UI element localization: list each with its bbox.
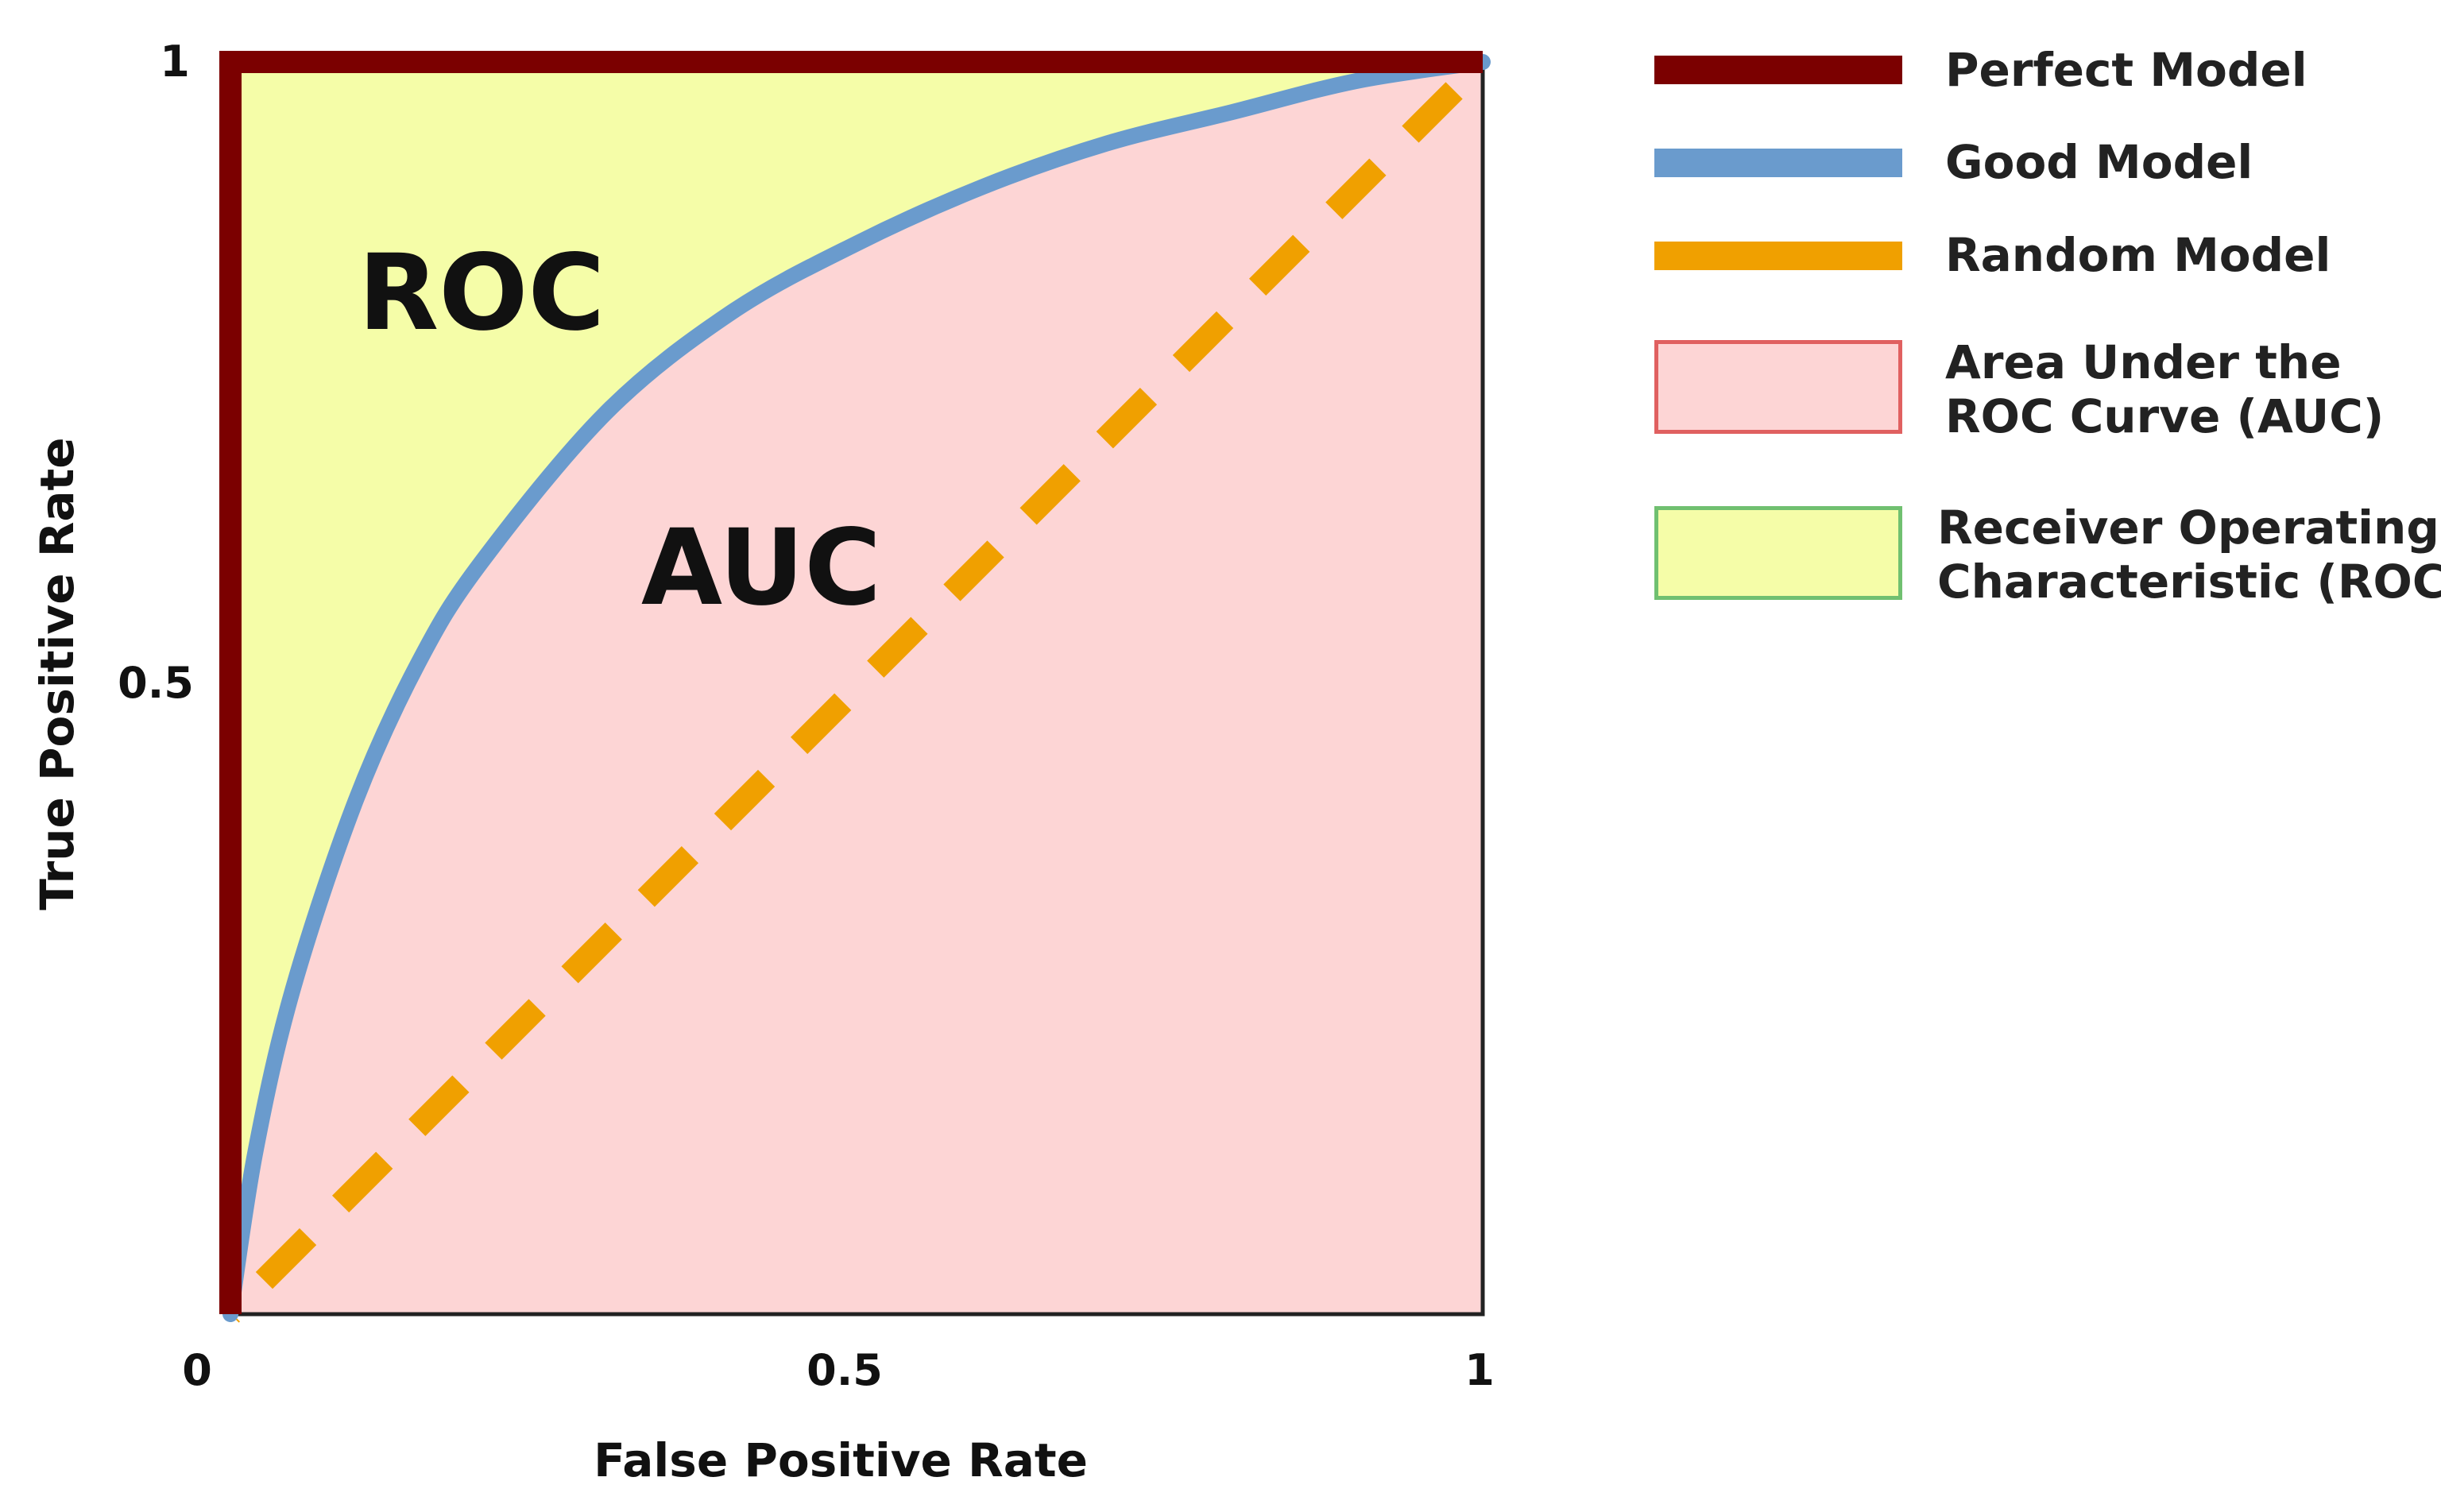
- auc-area: [230, 62, 1483, 1314]
- chart-labels: 0 0.5 1 0.5 1 False Positive Rate True P…: [30, 37, 1495, 1487]
- roc-region-label: ROC: [358, 232, 605, 354]
- legend-label-auc-line-1: Area Under the: [1945, 335, 2342, 389]
- x-tick-label: 1: [1464, 1345, 1495, 1395]
- legend-label-auc: Area Under the ROC Curve (AUC): [1945, 335, 2384, 443]
- y-axis-title: True Positive Rate: [30, 437, 84, 910]
- legend-swatch-roc: [1654, 506, 1902, 600]
- x-axis-title: False Positive Rate: [594, 1433, 1088, 1487]
- auc-region-label: AUC: [641, 507, 881, 629]
- legend-label-random-model: Random Model: [1945, 228, 2331, 282]
- legend-label-roc: Receiver Operating Characteristic (ROC): [1937, 501, 2441, 609]
- legend-label-auc-line-2: ROC Curve (AUC): [1945, 389, 2385, 443]
- perfect-model-line: [219, 51, 1483, 1314]
- x-tick-label: 0.5: [807, 1345, 883, 1395]
- legend-label-roc-line-2: Characteristic (ROC): [1937, 555, 2441, 609]
- legend-label-perfect-model: Perfect Model: [1945, 43, 2308, 97]
- y-tick-label: 1: [160, 37, 190, 87]
- legend-label-roc-line-1: Receiver Operating: [1937, 501, 2439, 555]
- legend-swatch-random-model: [1654, 242, 1902, 270]
- legend-swatch-perfect-model: [1654, 56, 1902, 84]
- legend-label-good-model: Good Model: [1945, 135, 2253, 189]
- y-tick-label: 0.5: [118, 658, 194, 708]
- legend-swatch-auc: [1654, 340, 1902, 434]
- random-model-line: [222, 53, 1491, 1323]
- good-model-curve: [222, 54, 1491, 1322]
- plot-area: [219, 51, 1491, 1323]
- x-tick-label: 0: [182, 1345, 212, 1395]
- legend-swatch-good-model: [1654, 149, 1902, 177]
